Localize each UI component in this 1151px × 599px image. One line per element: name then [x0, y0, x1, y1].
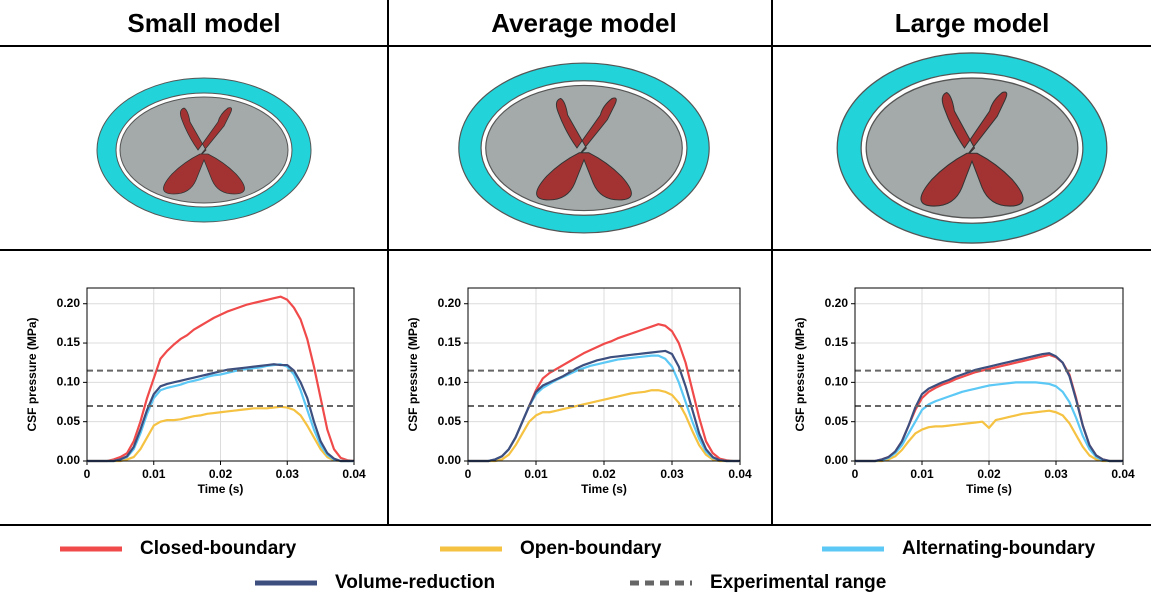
chart-title: Large model — [895, 8, 1050, 38]
x-axis-label: Time (s) — [966, 482, 1012, 496]
y-tick-label: 0.00 — [57, 453, 81, 467]
x-tick-label: 0.01 — [910, 467, 934, 481]
cord-illustration — [837, 53, 1107, 243]
x-tick-label: 0.04 — [728, 467, 752, 481]
legend-label: Experimental range — [710, 572, 886, 593]
y-tick-label: 0.05 — [438, 414, 462, 428]
y-tick-label: 0.15 — [825, 335, 849, 349]
y-tick-label: 0.10 — [825, 375, 849, 389]
x-tick-label: 0 — [84, 467, 91, 481]
y-tick-label: 0.00 — [438, 453, 462, 467]
x-tick-label: 0.04 — [1111, 467, 1135, 481]
y-tick-label: 0.10 — [438, 375, 462, 389]
x-tick-label: 0.04 — [342, 467, 366, 481]
y-tick-label: 0.20 — [57, 296, 81, 310]
x-tick-label: 0.03 — [276, 467, 300, 481]
chart-title: Small model — [127, 8, 280, 38]
x-tick-label: 0.02 — [592, 467, 616, 481]
x-tick-label: 0.01 — [524, 467, 548, 481]
y-tick-label: 0.20 — [825, 296, 849, 310]
x-tick-label: 0.02 — [977, 467, 1001, 481]
cord-illustration — [459, 63, 709, 233]
x-tick-label: 0.01 — [142, 467, 166, 481]
legend-label: Volume-reduction — [335, 572, 495, 593]
x-tick-label: 0.03 — [1044, 467, 1068, 481]
legend-label: Open-boundary — [520, 538, 662, 559]
chart-title: Average model — [491, 8, 676, 38]
x-tick-label: 0 — [465, 467, 472, 481]
y-axis-label: CSF pressure (MPa) — [25, 317, 39, 431]
y-tick-label: 0.10 — [57, 375, 81, 389]
x-tick-label: 0 — [852, 467, 859, 481]
x-axis-label: Time (s) — [581, 482, 627, 496]
y-axis-label: CSF pressure (MPa) — [406, 317, 420, 431]
y-tick-label: 0.15 — [57, 335, 81, 349]
figure: Small model 0.00 0.05 0.10 0.15 0.20 0 0.01 0.02… — [0, 0, 1151, 599]
y-tick-label: 0.05 — [57, 414, 81, 428]
x-tick-label: 0.02 — [209, 467, 233, 481]
x-tick-label: 0.03 — [660, 467, 684, 481]
y-axis-label: CSF pressure (MPa) — [793, 317, 807, 431]
legend-label: Alternating-boundary — [902, 538, 1096, 559]
y-tick-label: 0.05 — [825, 414, 849, 428]
legend-label: Closed-boundary — [140, 538, 297, 559]
x-axis-label: Time (s) — [198, 482, 244, 496]
cord-illustration — [97, 78, 311, 222]
y-tick-label: 0.20 — [438, 296, 462, 310]
y-tick-label: 0.15 — [438, 335, 462, 349]
y-tick-label: 0.00 — [825, 453, 849, 467]
